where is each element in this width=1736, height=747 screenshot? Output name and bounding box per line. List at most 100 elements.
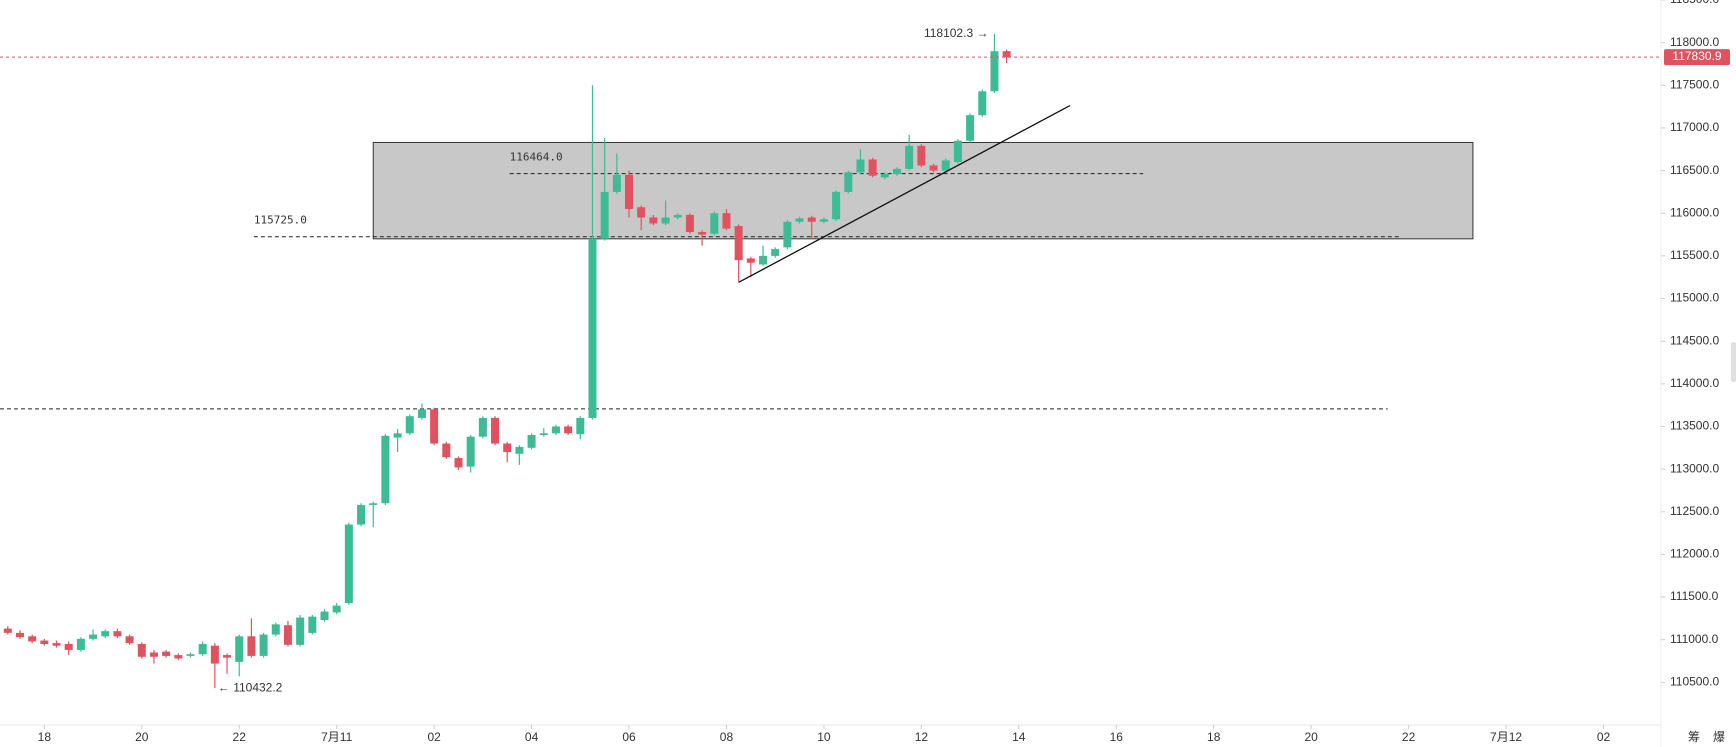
side-tab[interactable]	[1731, 342, 1736, 382]
candle-body	[978, 91, 987, 116]
candle-body	[174, 655, 183, 659]
candle-body	[162, 651, 171, 656]
x-tick-label: 7月11	[321, 730, 352, 744]
x-tick-label: 18	[1207, 730, 1221, 744]
x-tick-label: 06	[622, 730, 636, 744]
candle-body	[491, 417, 500, 444]
y-tick-label: 113000.0	[1670, 461, 1719, 475]
candle-body	[235, 636, 244, 662]
y-tick-label: 113500.0	[1670, 419, 1719, 433]
last-price-label: 117830.9	[1672, 49, 1721, 63]
candle-body	[454, 458, 463, 468]
candle-body	[905, 145, 914, 169]
y-tick-label: 111500.0	[1670, 589, 1719, 603]
candle-body	[759, 255, 768, 265]
x-tick-label: 20	[1304, 730, 1318, 744]
candle-body	[844, 172, 853, 192]
candle-body	[405, 416, 414, 434]
y-tick-label: 111000.0	[1670, 632, 1719, 646]
candle-body	[417, 409, 426, 418]
candle-body	[478, 417, 487, 437]
x-tick-label: 08	[720, 730, 734, 744]
candle-body	[832, 191, 841, 220]
candle-body	[125, 636, 134, 644]
candle-body	[210, 645, 219, 664]
candle-body	[625, 174, 634, 209]
candle-body	[503, 443, 512, 453]
candle-body	[15, 632, 24, 638]
candle-body	[332, 605, 341, 613]
candle-body	[320, 611, 329, 621]
candle-body	[539, 433, 548, 435]
x-tick-label: 02	[427, 730, 441, 744]
y-tick-label: 110500.0	[1670, 675, 1719, 689]
candle-body	[442, 443, 451, 458]
trendline	[738, 105, 1071, 283]
x-tick-label: 18	[38, 730, 52, 744]
level-label: 116464.0	[510, 151, 563, 164]
level-label: 115725.0	[254, 214, 307, 227]
candle-body	[101, 631, 110, 637]
candle-body	[564, 426, 573, 434]
candle-body	[856, 159, 865, 173]
y-tick-label: 116000.0	[1670, 205, 1719, 219]
x-tick-label: 22	[233, 730, 247, 744]
candle-body	[661, 217, 670, 224]
extreme-label: ← 110432.2	[218, 680, 283, 694]
y-tick-label: 117500.0	[1670, 77, 1719, 91]
candle-body	[369, 503, 378, 505]
x-tick-label: 02	[1597, 730, 1611, 744]
candle-body	[941, 160, 950, 171]
candle-body	[296, 617, 305, 645]
y-tick-label: 114000.0	[1670, 376, 1719, 390]
candle-body	[953, 140, 962, 163]
candle-body	[600, 191, 609, 239]
candle-body	[259, 634, 268, 656]
candle-body	[576, 417, 585, 435]
candle-body	[649, 217, 658, 224]
candle-body	[247, 636, 256, 656]
candle-body	[734, 226, 743, 261]
candle-body	[698, 232, 707, 235]
corner-icon[interactable]: 爆	[1713, 730, 1725, 744]
candle-body	[929, 165, 938, 171]
candle-body	[28, 636, 37, 642]
x-tick-label: 22	[1402, 730, 1416, 744]
y-tick-label: 114500.0	[1670, 333, 1719, 347]
candle-body	[771, 249, 780, 256]
x-tick-label: 10	[817, 730, 831, 744]
candle-body	[308, 616, 317, 633]
y-tick-label: 116500.0	[1670, 163, 1719, 177]
candle-body	[186, 654, 195, 656]
y-tick-label: 115500.0	[1670, 248, 1719, 262]
candle-body	[149, 652, 158, 657]
candle-body	[685, 214, 694, 232]
candle-body	[893, 168, 902, 174]
last-price-box	[1664, 49, 1730, 66]
candle-body	[868, 159, 877, 176]
candle-body	[430, 409, 439, 444]
corner-icon[interactable]: 筹	[1688, 730, 1700, 744]
candle-body	[917, 145, 926, 166]
y-tick-label: 118000.0	[1670, 35, 1719, 49]
candle-body	[722, 213, 731, 229]
candle-body	[381, 435, 390, 504]
extreme-label: 118102.3 →	[924, 26, 989, 40]
candle-body	[783, 221, 792, 248]
candle-body	[527, 435, 536, 448]
candle-body	[137, 643, 146, 657]
candle-body	[3, 628, 12, 633]
candle-body	[89, 634, 98, 639]
candle-body	[466, 436, 475, 467]
candle-body	[880, 174, 889, 178]
candle-body	[52, 643, 61, 646]
candle-body	[990, 51, 999, 92]
candle-body	[271, 624, 280, 635]
candle-body	[673, 214, 682, 218]
candle-body	[223, 655, 232, 658]
y-tick-label: 115000.0	[1670, 291, 1719, 305]
candle-body	[64, 643, 73, 650]
candle-body	[637, 207, 646, 218]
candle-body	[344, 524, 353, 604]
